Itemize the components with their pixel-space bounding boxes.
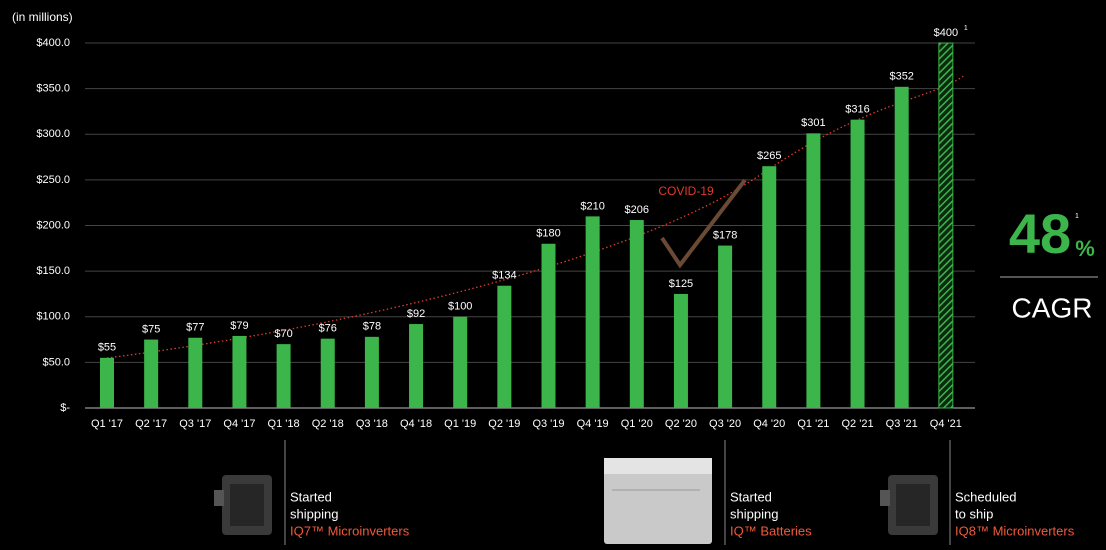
bar bbox=[364, 336, 379, 408]
milestone-status: shipping bbox=[290, 506, 338, 521]
bar bbox=[718, 245, 733, 408]
bar bbox=[762, 166, 777, 408]
x-tick-label: Q4 '21 bbox=[930, 418, 962, 430]
milestone-status: shipping bbox=[730, 506, 778, 521]
value-label: $78 bbox=[363, 321, 381, 333]
x-tick-label: Q4 '17 bbox=[223, 418, 255, 430]
value-label: $77 bbox=[186, 322, 204, 334]
x-tick-label: Q3 '17 bbox=[179, 418, 211, 430]
x-tick-label: Q3 '18 bbox=[356, 418, 388, 430]
value-label: $265 bbox=[757, 150, 781, 162]
y-tick-label: $- bbox=[60, 402, 70, 414]
value-label: $134 bbox=[492, 270, 516, 282]
value-label: $100 bbox=[448, 301, 472, 313]
x-tick-label: Q2 '20 bbox=[665, 418, 697, 430]
milestone-product: IQ™ Batteries bbox=[730, 523, 812, 538]
bar bbox=[409, 324, 424, 408]
value-label: $206 bbox=[625, 204, 649, 216]
value-label: $75 bbox=[142, 323, 160, 335]
x-tick-label: Q1 '18 bbox=[268, 418, 300, 430]
y-tick-label: $300.0 bbox=[36, 128, 70, 140]
cagr-value: 48 bbox=[1009, 202, 1071, 265]
x-tick-label: Q4 '20 bbox=[753, 418, 785, 430]
x-tick-label: Q4 '19 bbox=[577, 418, 609, 430]
microinverter-image bbox=[214, 475, 272, 535]
x-tick-label: Q1 '17 bbox=[91, 418, 123, 430]
value-label: $316 bbox=[845, 104, 869, 116]
milestone-status: Started bbox=[290, 489, 332, 504]
milestone-status: to ship bbox=[955, 506, 993, 521]
y-tick-label: $50.0 bbox=[42, 356, 70, 368]
bar bbox=[320, 338, 335, 408]
x-tick-label: Q1 '20 bbox=[621, 418, 653, 430]
value-label: $92 bbox=[407, 308, 425, 320]
bar bbox=[144, 339, 159, 408]
bar bbox=[100, 357, 114, 408]
x-tick-label: Q1 '19 bbox=[444, 418, 476, 430]
y-tick-label: $400.0 bbox=[36, 37, 70, 49]
value-label: $352 bbox=[889, 71, 913, 83]
x-tick-label: Q3 '19 bbox=[532, 418, 564, 430]
bar bbox=[938, 42, 954, 409]
value-footnote: 1 bbox=[964, 25, 968, 32]
y-tick-label: $350.0 bbox=[36, 83, 70, 95]
covid-check bbox=[660, 178, 747, 269]
value-label: $55 bbox=[98, 342, 116, 354]
x-tick-label: Q2 '19 bbox=[488, 418, 520, 430]
cagr-unit: % bbox=[1075, 236, 1095, 261]
x-tick-label: Q3 '20 bbox=[709, 418, 741, 430]
value-label: $210 bbox=[580, 200, 604, 212]
value-label: $400 bbox=[934, 27, 958, 39]
y-tick-label: $200.0 bbox=[36, 219, 70, 231]
milestone-product: IQ7™ Microinverters bbox=[290, 523, 410, 538]
value-label: $125 bbox=[669, 278, 693, 290]
battery-image bbox=[604, 458, 712, 544]
bar bbox=[232, 335, 247, 408]
y-tick-label: $250.0 bbox=[36, 174, 70, 186]
x-tick-label: Q1 '21 bbox=[797, 418, 829, 430]
x-tick-label: Q4 '18 bbox=[400, 418, 432, 430]
bar bbox=[585, 216, 600, 408]
x-tick-label: Q2 '21 bbox=[842, 418, 874, 430]
bar bbox=[673, 293, 688, 408]
bar bbox=[453, 316, 468, 408]
milestone-status: Started bbox=[730, 489, 772, 504]
x-tick-label: Q2 '18 bbox=[312, 418, 344, 430]
bar bbox=[894, 86, 909, 409]
bar bbox=[806, 133, 821, 408]
value-label: $79 bbox=[230, 320, 248, 332]
trend-line bbox=[106, 74, 966, 359]
value-label: $301 bbox=[801, 117, 825, 129]
cagr-label: CAGR bbox=[1012, 292, 1093, 323]
unit-label: (in millions) bbox=[12, 10, 73, 24]
x-tick-label: Q2 '17 bbox=[135, 418, 167, 430]
y-tick-label: $100.0 bbox=[36, 311, 70, 323]
value-label: $70 bbox=[274, 328, 292, 340]
bar bbox=[629, 220, 644, 408]
bar bbox=[541, 243, 556, 408]
value-label: $178 bbox=[713, 229, 737, 241]
bar bbox=[188, 337, 203, 408]
bar bbox=[497, 285, 512, 408]
bar bbox=[276, 344, 291, 408]
bar bbox=[850, 119, 865, 409]
cagr-footnote: 1 bbox=[1075, 213, 1079, 220]
microinverter-image bbox=[880, 475, 938, 535]
x-tick-label: Q3 '21 bbox=[886, 418, 918, 430]
value-label: $76 bbox=[319, 323, 337, 335]
value-label: $180 bbox=[536, 228, 560, 240]
y-tick-label: $150.0 bbox=[36, 265, 70, 277]
milestone-product: IQ8™ Microinverters bbox=[955, 523, 1075, 538]
milestone-status: Scheduled bbox=[955, 489, 1016, 504]
event-label: COVID-19 bbox=[658, 184, 714, 198]
